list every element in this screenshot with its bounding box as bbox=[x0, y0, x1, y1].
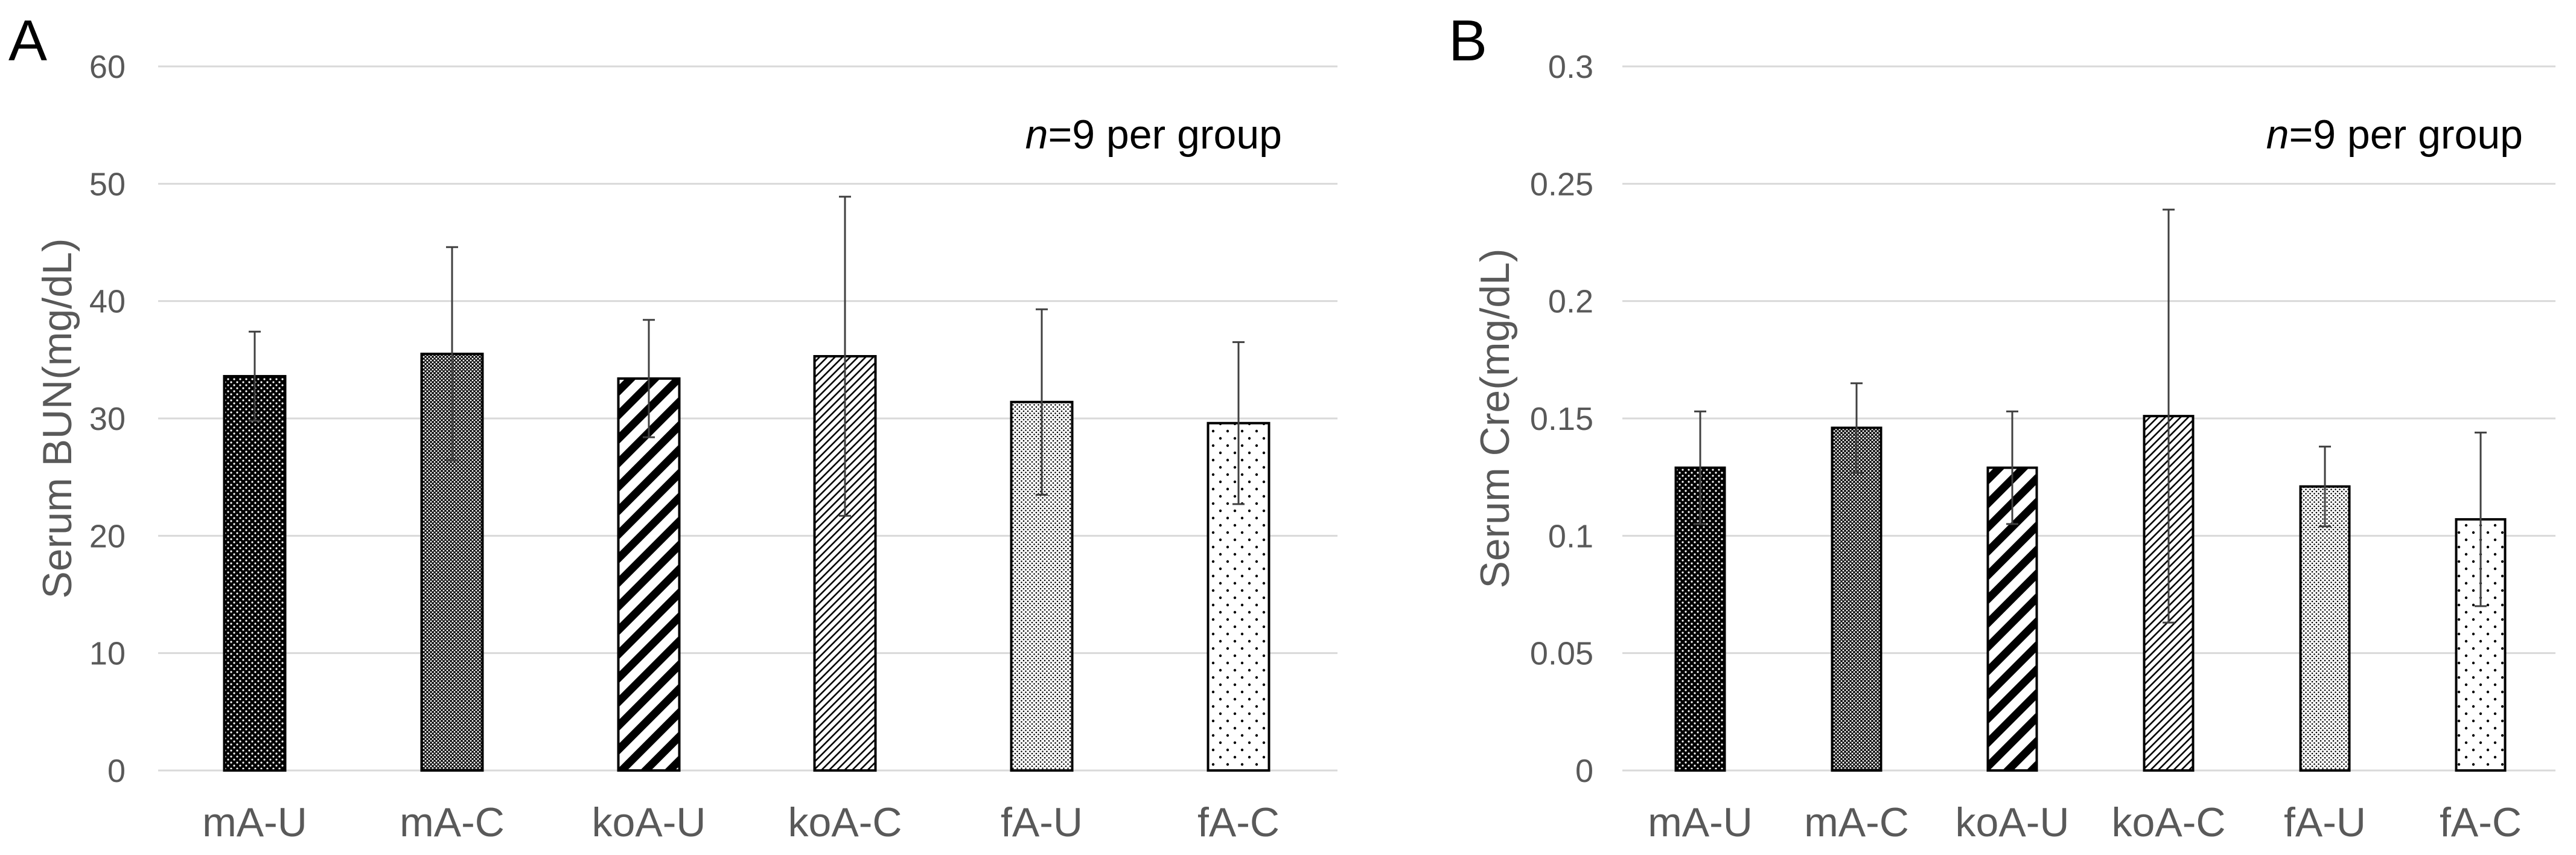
error-bar bbox=[1232, 341, 1245, 505]
x-tick-label: koA-U bbox=[592, 799, 706, 845]
x-tick-label: mA-U bbox=[202, 799, 307, 845]
x-tick-label: koA-U bbox=[1956, 799, 2070, 845]
y-tick-label: 10 bbox=[89, 636, 126, 672]
bars bbox=[1674, 415, 2507, 772]
y-tick-label: 0 bbox=[1575, 753, 1593, 789]
x-tick-label: fA-U bbox=[2284, 799, 2366, 845]
y-tick-label: 60 bbox=[89, 49, 126, 85]
bar-ma-c bbox=[1831, 426, 1883, 772]
x-tick-labels: mA-U mA-C koA-U koA-C fA-U fA-C bbox=[1648, 799, 2522, 845]
x-tick-label: koA-C bbox=[788, 799, 902, 845]
error-bar bbox=[2319, 446, 2331, 528]
y-tick-label: 0.3 bbox=[1548, 49, 1593, 85]
chart-panel-b: B Serum Cre(mg/dL) n=9 per group 0 0.05 0.… bbox=[1449, 8, 2555, 845]
error-bar bbox=[1851, 382, 1863, 473]
y-tick-label: 0.05 bbox=[1530, 636, 1593, 672]
error-bar bbox=[1036, 308, 1048, 496]
error-bar bbox=[2006, 410, 2018, 525]
x-tick-label: koA-C bbox=[2112, 799, 2226, 845]
x-tick-label: fA-C bbox=[2440, 799, 2522, 845]
panel-letter: A bbox=[8, 8, 47, 73]
y-tick-label: 30 bbox=[89, 401, 126, 437]
y-axis-title: Serum BUN(mg/dL) bbox=[34, 238, 80, 598]
bar-fa-u bbox=[2299, 485, 2351, 772]
y-tick-labels: 0 0.05 0.1 0.15 0.2 0.25 0.3 bbox=[1530, 49, 1593, 789]
panel-letter: B bbox=[1449, 8, 1487, 73]
y-tick-label: 0.15 bbox=[1530, 401, 1593, 437]
gridlines bbox=[1622, 65, 2555, 772]
error-bars bbox=[249, 196, 1245, 517]
x-tick-label: mA-U bbox=[1648, 799, 1753, 845]
y-tick-label: 0.2 bbox=[1548, 284, 1593, 320]
bar-koa-u bbox=[617, 377, 681, 772]
y-tick-label: 40 bbox=[89, 284, 126, 320]
x-tick-label: fA-U bbox=[1001, 799, 1083, 845]
error-bar bbox=[1694, 410, 1706, 525]
y-tick-label: 0.1 bbox=[1548, 518, 1593, 554]
error-bar bbox=[446, 246, 458, 462]
sample-size-annotation: n=9 per group bbox=[2266, 112, 2523, 158]
gridlines bbox=[158, 65, 1337, 772]
y-tick-label: 0.25 bbox=[1530, 166, 1593, 202]
error-bars bbox=[1694, 208, 2487, 624]
sample-size-annotation: n=9 per group bbox=[1025, 112, 1282, 158]
error-bar bbox=[839, 196, 851, 517]
bars bbox=[223, 353, 1270, 772]
bar-ma-u bbox=[223, 375, 287, 772]
error-bar bbox=[643, 319, 655, 438]
y-tick-labels: 0 10 20 30 40 50 60 bbox=[89, 49, 126, 789]
y-tick-label: 20 bbox=[89, 518, 126, 554]
x-tick-labels: mA-U mA-C koA-U koA-C fA-U fA-C bbox=[202, 799, 1280, 845]
y-axis-title: Serum Cre(mg/dL) bbox=[1472, 248, 1518, 588]
x-tick-label: mA-C bbox=[400, 799, 505, 845]
y-tick-label: 0 bbox=[107, 753, 126, 789]
error-bar bbox=[249, 330, 261, 422]
chart-panel-a: A Serum BUN(mg/dL) n=9 per group 0 10 20 30… bbox=[8, 8, 1337, 845]
error-bar bbox=[2475, 431, 2487, 607]
x-tick-label: fA-C bbox=[1197, 799, 1280, 845]
x-tick-label: mA-C bbox=[1804, 799, 1909, 845]
y-tick-label: 50 bbox=[89, 166, 126, 202]
error-bar bbox=[2163, 208, 2175, 624]
